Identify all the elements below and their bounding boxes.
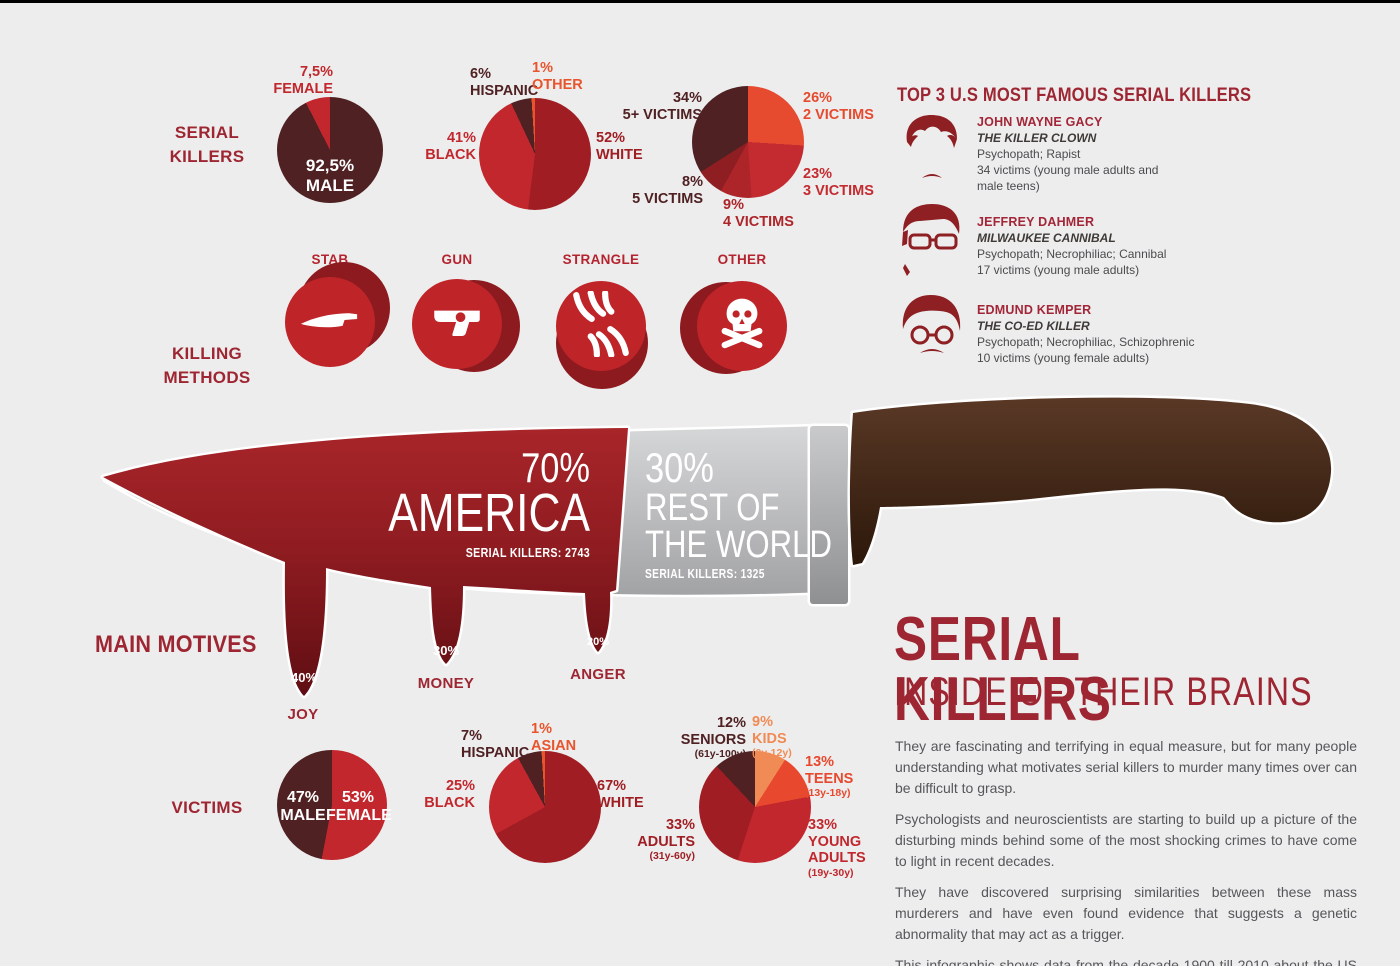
gun-icon <box>429 294 485 355</box>
killer-card-gacy: JOHN WAYNE GACY THE KILLER CLOWN Psychop… <box>977 114 1212 194</box>
killer-traits: Psychopath; Necrophiliac, Schizophrenic <box>977 335 1195 349</box>
killer-victims: 17 victims (young male adults) <box>977 263 1140 277</box>
pie-label-victims-black: 25% BLACK <box>424 778 475 811</box>
america-percent: 70% <box>521 444 590 491</box>
motive-money-label: MONEY <box>417 675 475 692</box>
pie-label-black: 41% BLACK <box>425 130 476 163</box>
world-killer-count: SERIAL KILLERS: 1325 <box>645 567 765 581</box>
america-killer-count: SERIAL KILLERS: 2743 <box>465 545 590 560</box>
pie-label-white: 52% WHITE <box>596 130 643 163</box>
section-label-main-motives: MAIN MOTIVES <box>95 631 257 658</box>
pie-label-victims-asian: 1% ASIAN <box>531 721 577 754</box>
pie-victims-race <box>489 751 601 863</box>
pie-victims-age <box>699 751 811 863</box>
dahmer-face-icon <box>898 202 966 285</box>
pie-killers-race <box>479 98 591 210</box>
motive-money-percent: 30% <box>432 643 460 658</box>
method-circle-gun <box>412 279 502 369</box>
motive-anger-percent: 20% <box>586 636 610 648</box>
pie-label-female: 7,5% FEMALE <box>273 64 333 97</box>
killer-alias: THE CO-ED KILLER <box>977 319 1090 333</box>
article-paragraph: Psychologists and neuroscientists are st… <box>895 811 1357 869</box>
top-border <box>0 0 1400 3</box>
article-body: They are fascinating and terrifying in e… <box>895 736 1357 966</box>
pie-label-victims-male: 47% MALE <box>280 789 326 824</box>
pie-killers-gender <box>277 97 383 203</box>
killer-name: JOHN WAYNE GACY <box>977 115 1103 129</box>
killer-card-dahmer: JEFFREY DAHMER MILWAUKEE CANNIBAL Psycho… <box>977 214 1212 278</box>
method-label-gun: GUN <box>441 252 473 267</box>
section-label-line: METHODS <box>163 368 251 387</box>
pie-label-4-victims: 9% 4 VICTIMS <box>723 197 794 230</box>
pie-label-victims-female: 53% FEMALE <box>326 789 392 824</box>
pie-label-5plus-victims: 34% 5+ VICTIMS <box>622 90 702 123</box>
pie-label-other: 1% OTHER <box>532 60 583 93</box>
article-paragraph: They are fascinating and terrifying in e… <box>895 738 1357 796</box>
pie-victims-gender <box>277 750 387 860</box>
knife-icon <box>299 289 361 356</box>
pie-label-young-adults: 33% YOUNG ADULTS (19y-30y) <box>808 817 866 879</box>
pie-label-victims-white: 67% WHITE <box>597 778 644 811</box>
method-circle-strangle <box>556 281 646 371</box>
article-subtitle: INSIDE OF THEIR BRAINS <box>894 670 1313 714</box>
skull-icon <box>713 295 771 358</box>
method-label-strangle: STRANGLE <box>562 252 640 267</box>
killer-alias: MILWAUKEE CANNIBAL <box>977 231 1116 245</box>
article-paragraph: They have discovered surprising similari… <box>895 884 1357 942</box>
killer-victims: 10 victims (young female adults) <box>977 351 1150 365</box>
section-label-line: KILLING <box>171 344 243 363</box>
killer-name: JEFFREY DAHMER <box>977 215 1095 229</box>
pie-killers-victim-count <box>692 86 804 198</box>
pie-label-adults: 33% ADULTS (31y-60y) <box>637 817 695 862</box>
pie-label-5-victims: 8% 5 VICTIMS <box>632 174 703 207</box>
killer-card-kemper: EDMUND KEMPER THE CO-ED KILLER Psychopat… <box>977 302 1212 366</box>
article-paragraph: This infographic shows data from the dec… <box>895 957 1357 966</box>
motive-anger-label: ANGER <box>570 666 626 683</box>
strangle-icon <box>568 289 634 362</box>
killer-name: EDMUND KEMPER <box>977 303 1092 317</box>
motive-joy-percent: 40% <box>290 670 318 685</box>
pie-label-victims-hispanic: 7% HISPANIC <box>461 728 530 761</box>
section-label-line: SERIAL <box>174 123 240 142</box>
famous-killers-title: TOP 3 U.S MOST FAMOUS SERIAL KILLERS <box>897 84 1252 106</box>
america-label: AMERICA <box>388 483 590 543</box>
pie-label-seniors: 12% SENIORS (61y-100y) <box>680 715 746 760</box>
section-label-victims: VICTIMS <box>171 798 243 817</box>
world-label-line2: THE WORLD <box>645 524 832 566</box>
pie-label-male: 92,5% MALE <box>305 156 355 195</box>
pie-label-hispanic: 6% HISPANIC <box>470 66 539 99</box>
section-label-line: KILLERS <box>169 147 245 166</box>
killer-traits: Psychopath; Rapist <box>977 147 1081 161</box>
killer-victims: 34 victims (young male adults and male t… <box>977 163 1159 193</box>
section-label-killing-methods: KILLING METHODS <box>137 342 277 390</box>
kemper-face-icon <box>900 293 964 378</box>
method-label-other: OTHER <box>717 252 767 267</box>
killer-alias: THE KILLER CLOWN <box>977 131 1097 145</box>
world-label-line1: REST OF <box>645 487 780 529</box>
gacy-face-icon <box>902 112 962 191</box>
motive-joy-label: JOY <box>287 706 319 723</box>
method-circle-stab <box>285 277 375 367</box>
knife-handle <box>847 395 1334 568</box>
pie-label-teens: 13% TEENS (13y-18y) <box>805 754 854 799</box>
method-circle-other <box>697 281 787 371</box>
killer-traits: Psychopath; Necrophiliac; Cannibal <box>977 247 1167 261</box>
section-label-serial-killers: SERIAL KILLERS <box>137 121 277 169</box>
article-title: SERIAL KILLERS <box>894 605 1112 734</box>
pie-label-2-victims: 26% 2 VICTIMS <box>803 90 874 123</box>
pie-label-kids: 9% KIDS (0y-12y) <box>752 714 792 759</box>
world-percent: 30% <box>645 444 714 491</box>
pie-label-3-victims: 23% 3 VICTIMS <box>803 166 874 199</box>
